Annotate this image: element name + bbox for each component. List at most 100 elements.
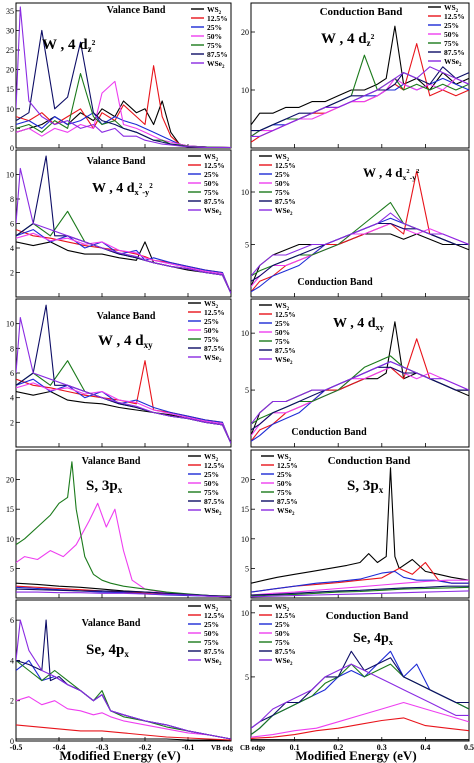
series-group [251,650,469,741]
series-line-50pct [251,701,469,738]
y-tick-label: 5 [245,564,249,573]
y-tick-label: 20 [241,476,249,485]
x-tick-label: 0.1 [290,743,300,752]
series-line-50pct [251,222,469,287]
x-axis-label-left: Modified Energy (eV) [59,748,180,763]
series-group [251,321,469,442]
orbital-label: W , 4 dx2-y2 [363,165,419,182]
x-tick-label: 0.2 [333,743,343,752]
legend-entry: 25% [277,470,292,479]
series-line-WSe2 [16,6,231,148]
orbital-label: W , 4 dxy [333,316,385,332]
y-tick-label: 6 [10,220,14,229]
legend-entry: 12.5% [275,310,296,319]
legend-entry: WSe2 [275,656,293,667]
legend-entry: 75% [275,188,290,197]
panel-Se4px_CB: 5 10 0.1 0.2 0.3 0.4 0.5 Conduction Band Se, 4px… [241,599,474,752]
y-tick-label: 5 [10,564,14,573]
series-line-WSe2 [251,361,469,425]
series-line-12_5pct [251,717,469,739]
legend-entry: WSe2 [277,506,295,517]
plot-frame [250,149,470,298]
series-group [16,619,231,741]
series-group [16,461,231,598]
y-tick-label: 8 [10,344,14,353]
y-tick-label: 10 [6,320,14,329]
legend-entry: WSe2 [204,506,222,517]
legend-entry: WSe2 [204,206,222,217]
x-tick-label: 0.5 [464,743,474,752]
legend-entry: 87.5% [275,197,296,206]
y-tick-label: 30 [6,26,14,35]
legend-entry: 75% [204,335,219,344]
y-tick-label: 8 [10,195,14,204]
band-title: Valance Band [82,456,141,467]
series-group [16,6,231,148]
legend-entry: 87.5% [275,346,296,355]
y-tick-label: 15 [6,505,14,514]
legend-entry: 25% [275,319,290,328]
panel-S3px_VB: 5 10 15 20 Valance Band S, 3px WS212.5%25%50%7… [6,449,232,599]
legend-entry: 12.5% [275,611,296,620]
legend-entry: WS2 [204,299,219,310]
series-line-WSe2 [16,316,231,444]
legend-entry: 87.5% [204,197,225,206]
series-line-50pct [16,382,231,444]
series-group [251,170,469,293]
band-title: Conduction Band [297,277,373,288]
series-line-25pct [16,378,231,444]
series-group [16,155,231,294]
y-tick-label: 5 [245,673,249,682]
legend-entry: WS2 [275,152,290,163]
x-tick-label: -0.1 [182,743,195,752]
legend-entry: WS2 [204,152,219,163]
legend-entry: 75% [204,488,219,497]
legend-entry: 87.5% [204,344,225,353]
legend-entry: WSe2 [207,59,225,70]
series-line-50pct [251,366,469,436]
y-tick-label: 0 [10,144,14,153]
y-tick-label: 2 [10,269,14,278]
series-line-87_5pct [251,650,469,729]
y-tick-label: 20 [241,28,249,37]
series-line-WSe2 [251,66,469,137]
legend-entry: 12.5% [207,14,228,23]
series-line-50pct [251,579,469,596]
series-line-50pct [16,80,231,148]
legend-entry: WS2 [204,602,219,613]
series-line-WSe2 [16,591,231,598]
legend-entry: 50% [275,629,290,638]
legend-entry: 87.5% [204,647,225,656]
y-tick-label: 20 [6,476,14,485]
series-line-WSe2 [251,212,469,277]
legend-entry: 25% [204,170,219,179]
legend-entry: WS2 [207,5,222,16]
panel-W4dxy_CB: 5 10 Conduction Band W , 4 dxy WS212.5%25%50… [241,298,470,448]
legend-entry: WSe2 [204,353,222,364]
x-axis-labels: VB edg CB edge Modified Energy (eV) Modi… [59,744,416,763]
y-tick-label: 5 [10,124,14,133]
legend-entry: 75% [277,488,292,497]
orbital-label: S, 3px [347,478,384,495]
series-line-WS2 [251,467,469,584]
panel-Se4px_VB: 0 2 4 6 -0.5 -0.4 -0.3 -0.2 -0.1 Valance Band Se, … [10,599,232,752]
series-line-75pct [16,461,231,598]
series-line-87_5pct [251,585,469,596]
legend-entry: 87.5% [204,497,225,506]
panel-W4dz2_VB: 0 5 10 15 20 25 30 35 Valance Band W , 4 dz2 WS212… [6,2,232,153]
y-tick-label: 6 [10,616,14,625]
series-line-WSe2 [251,663,469,729]
y-tick-label: 4 [10,394,14,403]
plot-frame [250,2,470,149]
plot-frame [250,599,470,742]
legend-entry: 50% [204,629,219,638]
y-tick-label: 10 [241,86,249,95]
series-line-25pct [251,570,469,593]
x-tick-label: 0.3 [377,743,387,752]
y-tick-label: 0 [10,737,14,746]
legend-entry: WSe2 [275,355,293,366]
